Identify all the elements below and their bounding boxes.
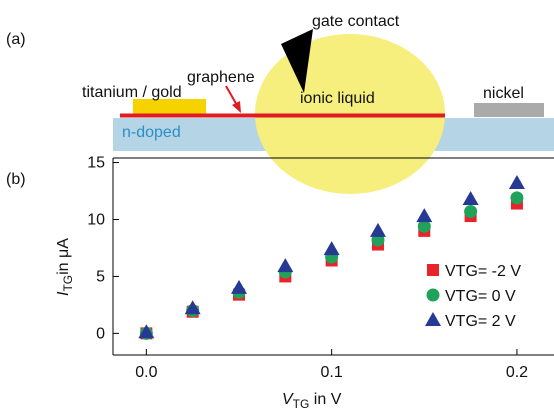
label: gate contact bbox=[312, 13, 400, 30]
marker bbox=[508, 175, 525, 190]
label-part: in μA bbox=[55, 238, 72, 275]
gate-tip bbox=[281, 29, 313, 93]
marker bbox=[184, 300, 201, 315]
y-tick-label: 10 bbox=[87, 211, 105, 228]
label: n-doped bbox=[122, 124, 181, 141]
panel-label: (b) bbox=[6, 171, 26, 188]
y-tick-label: 0 bbox=[96, 325, 105, 342]
marker bbox=[462, 190, 479, 205]
marker bbox=[417, 219, 431, 233]
x-tick-label: 0.2 bbox=[506, 364, 528, 381]
marker bbox=[416, 208, 433, 223]
y-tick-label: 15 bbox=[87, 155, 105, 172]
x-tick-label: 0.1 bbox=[321, 364, 343, 381]
legend-label: VTG= 2 V bbox=[445, 313, 516, 330]
y-axis-label: ITGin μA bbox=[55, 238, 75, 296]
x-tick-label: 0.0 bbox=[135, 364, 157, 381]
label-part: in V bbox=[309, 391, 341, 408]
panel-label: (a) bbox=[6, 31, 26, 48]
label: ionic liquid bbox=[300, 90, 375, 107]
legend-label: VTG= 0 V bbox=[445, 288, 516, 305]
marker bbox=[369, 222, 386, 237]
legend-marker bbox=[427, 264, 439, 276]
contact-right bbox=[474, 103, 544, 117]
label: graphene bbox=[187, 69, 255, 86]
contact-left bbox=[133, 99, 206, 114]
marker bbox=[231, 279, 247, 294]
y-tick-label: 5 bbox=[96, 268, 105, 285]
marker bbox=[510, 191, 524, 205]
legend-marker bbox=[425, 312, 441, 326]
legend-label: VTG= -2 V bbox=[445, 263, 521, 280]
arrow-head bbox=[232, 101, 241, 113]
label-part: V bbox=[282, 391, 294, 408]
label-part: TG bbox=[61, 275, 75, 292]
label: nickel bbox=[483, 85, 524, 102]
label: titanium / gold bbox=[82, 84, 182, 101]
label-part: I bbox=[55, 291, 72, 296]
label-part: TG bbox=[293, 397, 310, 410]
marker bbox=[464, 205, 478, 219]
marker bbox=[323, 241, 340, 256]
schematic: (a) gate contact graphene titanium / gol… bbox=[6, 13, 554, 194]
x-axis-label: VTG in V bbox=[282, 391, 342, 410]
marker bbox=[277, 258, 294, 273]
legend-marker bbox=[426, 288, 440, 302]
marker bbox=[138, 324, 155, 339]
